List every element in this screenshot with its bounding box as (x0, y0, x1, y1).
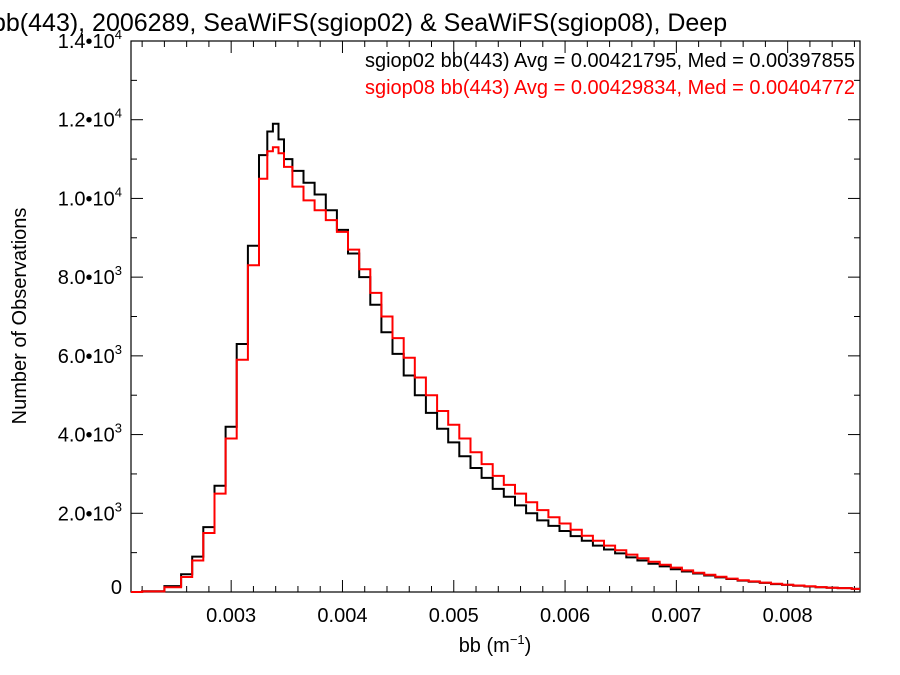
y-tick-label: 1.0•104 (58, 184, 122, 210)
legend-entry-sgiop08: sgiop08 bb(443) Avg = 0.00429834, Med = … (365, 77, 855, 99)
y-tick-label: 4.0•103 (58, 421, 122, 447)
legend-entry-sgiop02: sgiop02 bb(443) Avg = 0.00421795, Med = … (365, 50, 855, 72)
y-axis-title: Number of Observations (9, 208, 31, 425)
x-tick-label: 0.008 (763, 605, 813, 627)
plot-border (130, 40, 861, 593)
x-axis-ticks: 0.003 0.004 0.005 0.006 0.007 0.008 (141, 41, 855, 627)
y-tick-label: 6.0•103 (58, 342, 122, 368)
y-tick-label: 2.0•103 (58, 499, 122, 525)
chart-title: bb(443), 2006289, SeaWiFS(sgiop02) & Sea… (0, 9, 727, 37)
y-axis-ticks: 0 2.0•103 4.0•103 6.0•103 8.0•103 1.0•104 1.2•… (58, 27, 860, 599)
x-tick-label: 0.007 (651, 605, 701, 627)
series-layer (131, 122, 860, 593)
plot-frame (130, 40, 861, 593)
x-tick-label: 0.006 (540, 605, 590, 627)
x-axis-title: bb (m−1) (459, 632, 532, 657)
y-tick-label: 0 (111, 577, 122, 599)
x-tick-label: 0.003 (206, 605, 256, 627)
series-line-sgiop02 (131, 122, 860, 593)
y-tick-label: 1.4•104 (58, 27, 122, 53)
y-tick-label: 8.0•103 (58, 263, 122, 289)
y-tick-label: 1.2•104 (58, 106, 122, 132)
series-line-sgiop08 (131, 146, 860, 593)
x-tick-label: 0.005 (429, 605, 479, 627)
x-tick-label: 0.004 (317, 605, 367, 627)
